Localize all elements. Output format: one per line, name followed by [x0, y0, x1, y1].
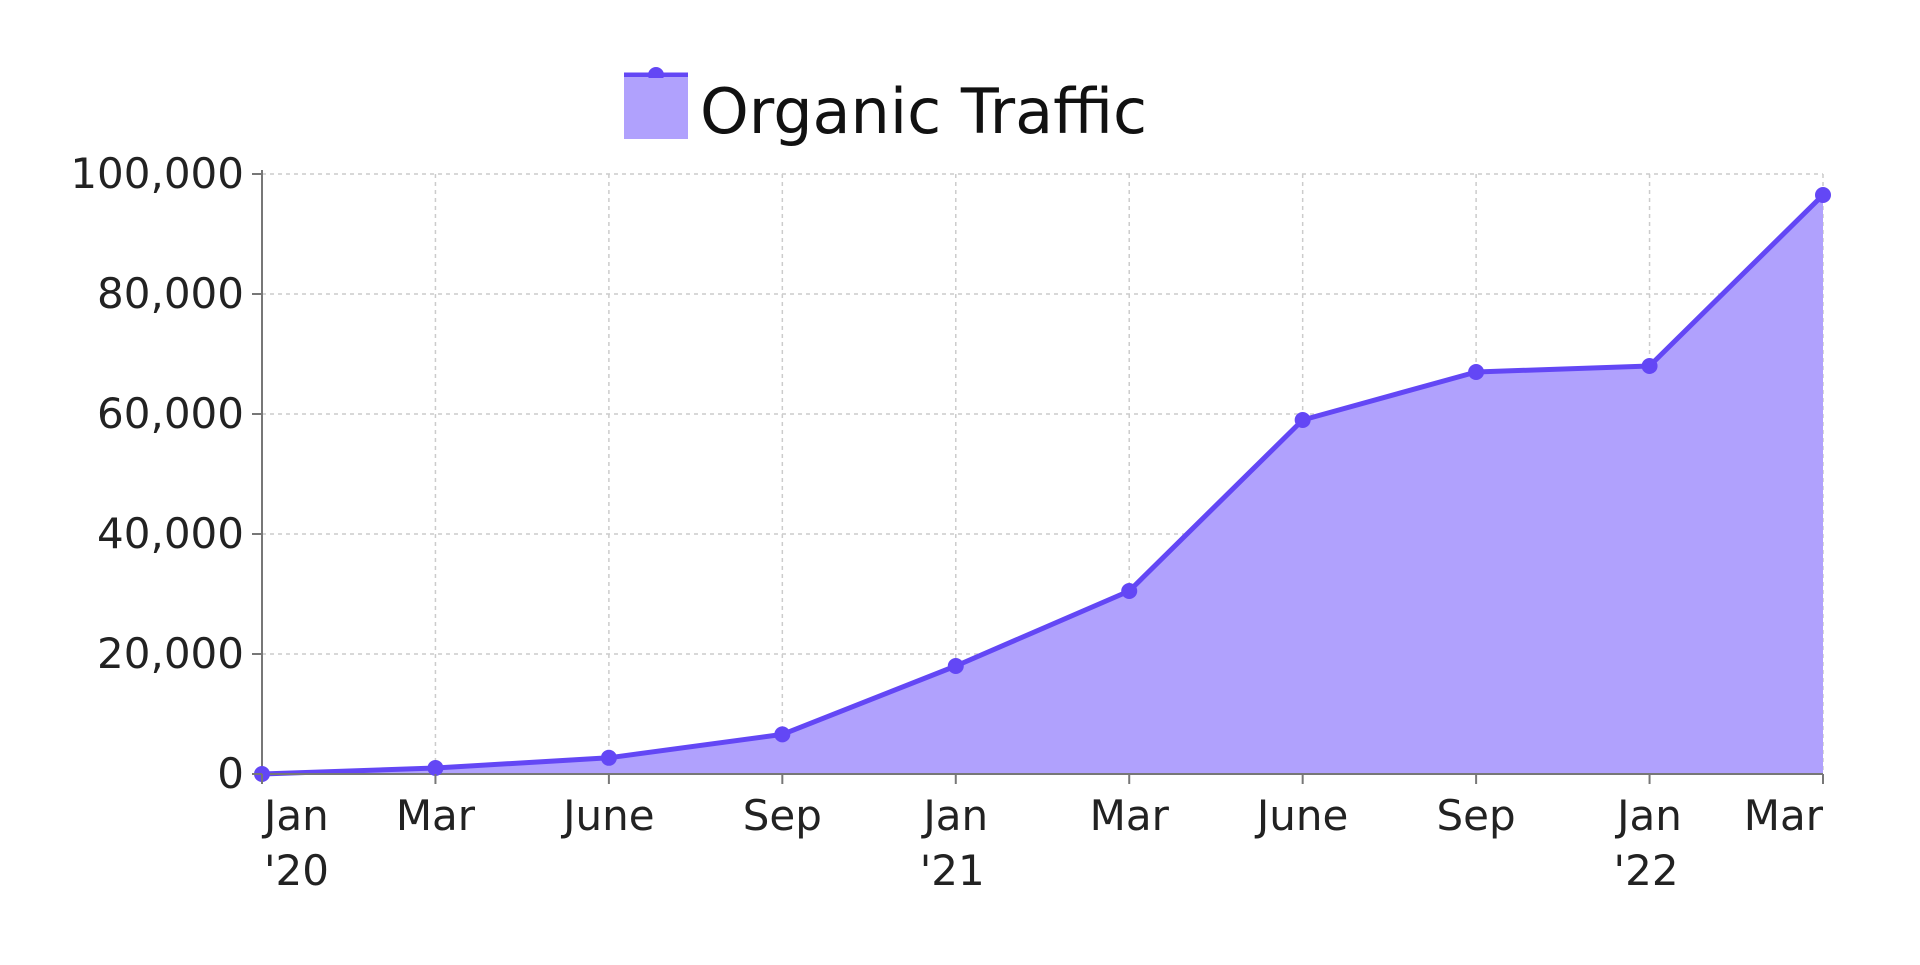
data-point: [1121, 583, 1138, 599]
legend-label: Organic Traffic: [700, 75, 1147, 148]
x-tick-label-year: '20: [264, 846, 329, 895]
series-area-fill: [262, 195, 1823, 774]
y-axis-ticks: 0 20,000 40,000 60,000 80,000 100,000: [70, 149, 262, 798]
y-tick-label: 20,000: [97, 629, 244, 678]
x-tick-label: Jan: [920, 791, 988, 840]
legend-fill-swatch: [624, 78, 688, 139]
axes: [261, 170, 1823, 775]
data-points: [254, 187, 1831, 782]
x-tick-label: Mar: [1744, 791, 1824, 840]
y-tick-label: 40,000: [97, 509, 244, 558]
x-tick-label: June: [560, 791, 654, 840]
y-tick-label: 100,000: [70, 149, 244, 198]
y-tick-label: 80,000: [97, 269, 244, 318]
y-tick-label: 0: [217, 749, 244, 798]
area-layer: [261, 193, 1825, 777]
x-tick-label: Jan: [261, 791, 329, 840]
data-point: [774, 726, 791, 743]
data-point: [947, 658, 964, 674]
x-tick-label: Sep: [1437, 791, 1516, 840]
legend: Organic Traffic: [624, 67, 1147, 148]
x-tick-label: Mar: [396, 791, 476, 840]
data-point: [427, 760, 444, 776]
data-point: [600, 749, 617, 766]
x-tick-label: June: [1254, 791, 1348, 840]
data-point: [1468, 364, 1485, 380]
x-tick-label: Mar: [1090, 791, 1170, 840]
x-tick-label-year: '22: [1614, 846, 1679, 895]
data-point: [1294, 412, 1311, 428]
data-point: [1815, 187, 1831, 203]
x-tick-label-year: '21: [920, 846, 985, 895]
y-tick-label: 60,000: [97, 389, 244, 438]
x-axis-ticks: Jan '20 Mar June Sep Jan '21 Mar June Sep Jan '22 Ma…: [261, 774, 1824, 895]
series-line: [261, 193, 1825, 777]
x-tick-label: Sep: [743, 791, 822, 840]
data-point: [1641, 358, 1658, 374]
x-tick-label: Jan: [1614, 791, 1682, 840]
